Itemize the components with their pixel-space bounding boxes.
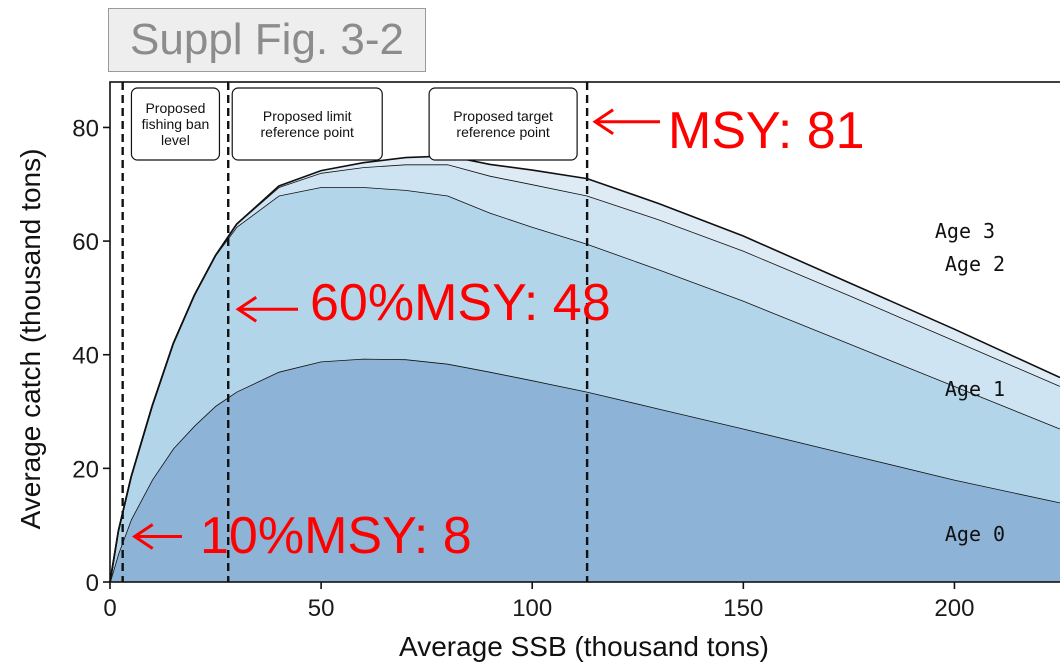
x-axis-label: Average SSB (thousand tons) <box>399 631 769 662</box>
annotation-label-2: 60%MSY: 48 <box>310 274 611 332</box>
figure-label: Suppl Fig. 3-2 <box>108 8 426 72</box>
reference-box-1 <box>130 87 221 161</box>
line-age-3 <box>109 155 1060 583</box>
reference-label-3: Proposed target reference point <box>453 108 553 140</box>
annotation-arrow-head-1 <box>592 108 614 136</box>
series-label-age-1: Age 1 <box>945 377 1005 401</box>
y-tick-label: 80 <box>72 115 99 142</box>
reference-lines <box>121 82 589 582</box>
msy-annotations: MSY: 81 60%MSY: 48 10%MSY: 8 <box>131 102 865 565</box>
reference-label-2: Proposed limit reference point <box>260 108 354 140</box>
y-tick-label: 40 <box>72 343 99 370</box>
reference-box-text-1: Proposed fishing ban level <box>141 100 210 148</box>
x-tick-label: 150 <box>723 595 763 622</box>
x-tick-label: 200 <box>934 595 974 622</box>
annotation-arrow-head-2 <box>235 296 258 323</box>
reference-box-3 <box>428 87 578 161</box>
area-age-0 <box>110 358 1060 582</box>
series-label-age-2: Age 2 <box>945 252 1005 276</box>
series-labels: Age 3 Age 2 Age 1 Age 0 <box>935 219 1005 546</box>
reference-box-2 <box>231 87 383 161</box>
series-label-age-3: Age 3 <box>935 219 995 243</box>
reference-label-1: Proposed fishing ban level <box>141 100 210 148</box>
y-tick-label: 60 <box>72 229 99 256</box>
area-layer <box>109 155 1060 583</box>
x-tick-label: 100 <box>512 595 552 622</box>
y-tick-label: 20 <box>72 456 99 483</box>
reference-label-boxes: Proposed fishing ban level Proposed limit… <box>130 87 578 161</box>
x-tick-label: 0 <box>103 595 116 622</box>
y-axis-label: Average catch (thousand tons) <box>15 149 46 530</box>
annotation-label-1: MSY: 81 <box>668 102 865 160</box>
reference-box-text-2: Proposed limit reference point <box>260 108 354 140</box>
annotation-arrow-head-3 <box>131 523 154 550</box>
area-age-1 <box>110 187 1060 582</box>
series-label-age-0: Age 0 <box>945 522 1005 546</box>
axes: 0 50 100 150 200 0 20 40 60 80 <box>72 81 1060 622</box>
x-tick-label: 50 <box>308 595 335 622</box>
plot-frame <box>109 81 1060 583</box>
y-tick-label: 0 <box>86 570 99 597</box>
annotation-label-3: 10%MSY: 8 <box>200 507 472 565</box>
reference-box-text-3: Proposed target reference point <box>453 108 553 140</box>
